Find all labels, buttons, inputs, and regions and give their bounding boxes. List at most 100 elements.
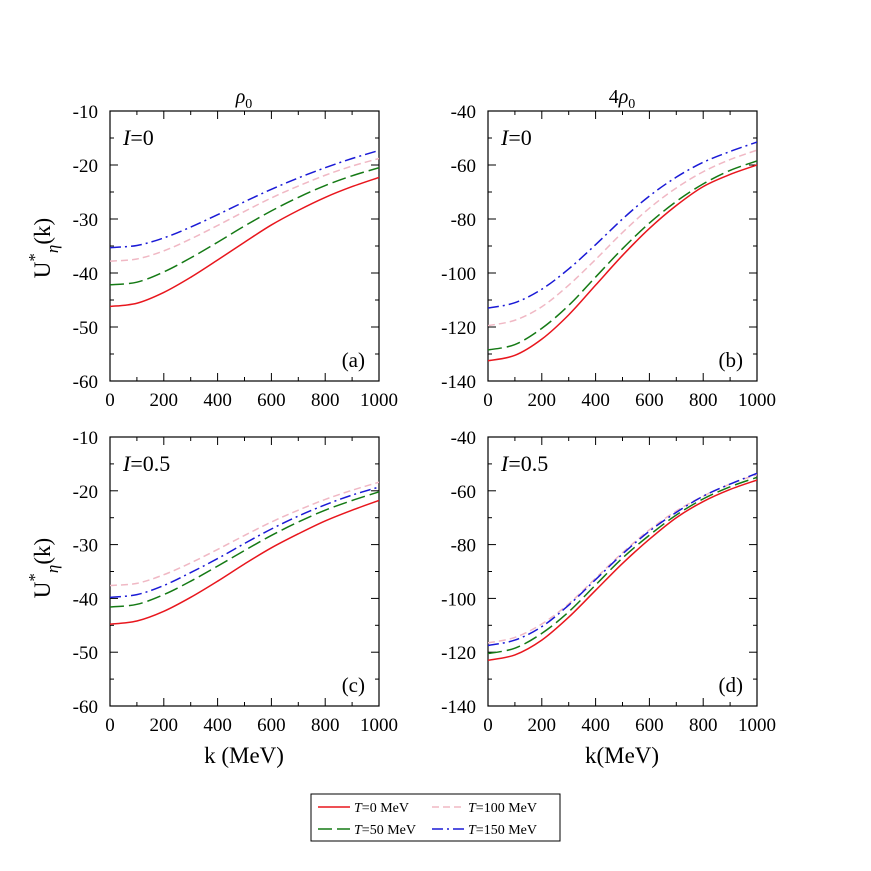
isospin-label: I=0: [122, 125, 154, 150]
y-tick-label: -100: [441, 589, 476, 610]
x-tick-label: 200: [150, 715, 179, 736]
series-line-t-100-mev: [110, 157, 379, 262]
series-line-t-0-mev: [110, 499, 379, 625]
plot-frame: [109, 110, 380, 382]
series-line-t-150-mev: [488, 472, 757, 647]
x-tick-label: 400: [203, 715, 232, 736]
series-line-t-100-mev: [488, 149, 757, 327]
y-tick-label: -40: [73, 589, 98, 610]
x-axis-title-right: k(MeV): [585, 743, 659, 768]
series-line-t-0-mev: [488, 479, 757, 662]
x-tick-label: 0: [105, 715, 115, 736]
panel-d: 0 200 400 600 800 1000 -140 -120 -100 -80 -60 -40 I=…: [441, 428, 776, 736]
x-tick-label: 800: [311, 390, 340, 411]
legend-label: T=150 MeV: [468, 823, 537, 838]
x-tick-label: 600: [635, 715, 664, 736]
y-tick-label: -100: [441, 264, 476, 285]
panel-a: 0 200 400 600 800 1000 -60 -50 -40 -30 -20 -10 I=0 (a…: [73, 102, 398, 411]
x-tick-label: 200: [528, 715, 557, 736]
series-line-t-0-mev: [110, 176, 379, 308]
x-tick-label: 1000: [360, 715, 398, 736]
y-tick-label: -30: [73, 210, 98, 231]
x-tick-label: 1000: [738, 390, 776, 411]
legend-box: [310, 793, 561, 842]
x-tick-label: 600: [257, 715, 286, 736]
series-line-t-50-mev: [488, 160, 757, 351]
plot-frame: [487, 436, 758, 707]
y-tick-label: -50: [73, 643, 98, 664]
x-tick-label: 400: [581, 715, 610, 736]
y-tick-label: -30: [73, 536, 98, 557]
legend-item: T=50 MeV: [318, 823, 416, 838]
series-line-t-50-mev: [110, 491, 379, 608]
x-tick-label: 0: [483, 715, 493, 736]
series-line-t-100-mev: [110, 481, 379, 587]
x-tick-label: 600: [257, 390, 286, 411]
y-tick-label: -120: [441, 318, 476, 339]
x-tick-label: 600: [635, 390, 664, 411]
legend-label: T=100 MeV: [468, 801, 537, 816]
series-line-t-150-mev: [110, 486, 379, 599]
column-title-right: 4ρ0: [609, 86, 636, 112]
y-tick-label: -120: [441, 643, 476, 664]
panel-label: (b): [719, 348, 744, 372]
y-tick-label: -40: [451, 102, 476, 123]
svg-text:U*η(k): U*η(k): [25, 538, 62, 598]
y-tick-label: -10: [73, 428, 98, 449]
x-tick-label: 0: [105, 390, 115, 411]
x-tick-label: 1000: [738, 715, 776, 736]
panel-b: 0 200 400 600 800 1000 -140 -120 -100 -80 -60 -40 I=…: [441, 102, 776, 411]
isospin-label: I=0.5: [122, 451, 170, 476]
y-tick-label: -40: [73, 264, 98, 285]
x-tick-label: 400: [203, 390, 232, 411]
x-tick-label: 0: [483, 390, 493, 411]
panel-label: (d): [719, 673, 744, 697]
y-tick-label: -60: [73, 697, 98, 718]
series-line-t-100-mev: [488, 473, 757, 644]
series-line-t-0-mev: [488, 164, 757, 362]
y-axis-title-bottom: U*η(k): [25, 538, 62, 598]
svg-text:U*η(k): U*η(k): [25, 218, 62, 278]
x-tick-label: 1000: [360, 390, 398, 411]
x-tick-label: 800: [311, 715, 340, 736]
isospin-label: I=0: [500, 125, 532, 150]
x-axis-title-left: k (MeV): [204, 743, 284, 768]
legend-label: T=0 MeV: [354, 801, 409, 816]
x-tick-label: 200: [528, 390, 557, 411]
panel-c: 0 200 400 600 800 1000 -60 -50 -40 -30 -20 -10 I=0.5…: [73, 428, 398, 736]
x-tick-label: 200: [150, 390, 179, 411]
y-tick-label: -140: [441, 697, 476, 718]
panels: 0 200 400 600 800 1000 -60 -50 -40 -30 -20 -10 I=0 (a…: [73, 102, 776, 736]
series-line-t-150-mev: [110, 149, 379, 249]
series-line-t-50-mev: [110, 166, 379, 286]
y-tick-label: -50: [73, 318, 98, 339]
y-tick-label: -140: [441, 372, 476, 393]
column-title-left: ρ0: [235, 86, 253, 112]
x-tick-label: 800: [689, 715, 718, 736]
legend-item: T=100 MeV: [432, 801, 537, 816]
y-tick-label: -20: [73, 156, 98, 177]
series-line-t-150-mev: [488, 141, 757, 309]
x-tick-label: 800: [689, 390, 718, 411]
legend: T=0 MeV T=100 MeV T=50 MeV T=150 MeV: [310, 793, 561, 842]
y-tick-label: -20: [73, 482, 98, 503]
panel-label: (c): [342, 673, 365, 697]
y-axis-title-top: U*η(k): [25, 218, 62, 278]
legend-item: T=0 MeV: [318, 801, 409, 816]
legend-label: T=50 MeV: [354, 823, 416, 838]
isospin-label: I=0.5: [500, 451, 548, 476]
series-line-t-50-mev: [488, 476, 757, 655]
x-tick-label: 400: [581, 390, 610, 411]
y-tick-label: -80: [451, 210, 476, 231]
y-tick-label: -80: [451, 536, 476, 557]
y-tick-label: -60: [451, 482, 476, 503]
plot-frame: [487, 110, 758, 382]
y-tick-label: -60: [451, 156, 476, 177]
panel-label: (a): [342, 348, 365, 372]
y-tick-label: -40: [451, 428, 476, 449]
y-tick-label: -10: [73, 102, 98, 123]
y-tick-label: -60: [73, 372, 98, 393]
plot-frame: [109, 436, 380, 707]
legend-item: T=150 MeV: [432, 823, 537, 838]
